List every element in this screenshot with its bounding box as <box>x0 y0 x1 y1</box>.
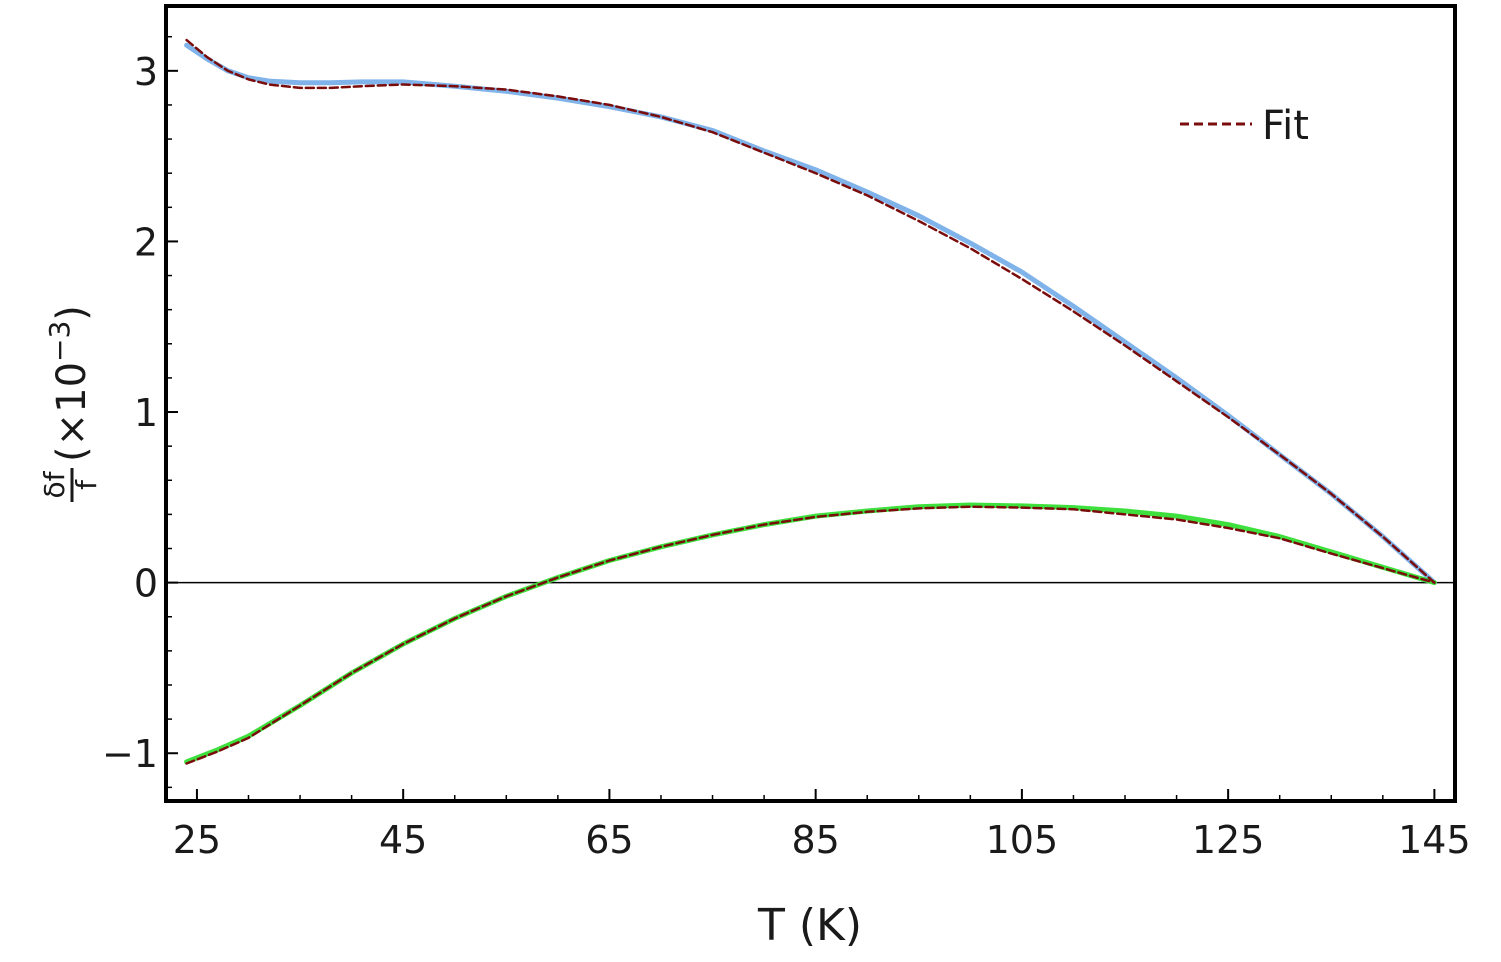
y-axis-unit-close: ) <box>49 305 95 321</box>
y-axis-unit: (×10−3) <box>43 305 95 462</box>
y-axis-title: δf f (×10−3) <box>38 305 103 502</box>
y-tick-label: −1 <box>102 732 158 776</box>
x-tick-label: 25 <box>173 818 221 862</box>
x-axis-title: T (K) <box>757 900 862 951</box>
legend: Fit <box>1180 103 1309 149</box>
series-layer <box>184 38 1437 765</box>
y-axis-fraction-denominator: f <box>70 479 103 490</box>
y-axis-fraction-numerator: δf <box>38 470 71 498</box>
y-axis-unit-prefix: (×10 <box>49 362 95 462</box>
series-line-1 <box>184 502 1437 765</box>
y-axis-unit-exponent: −3 <box>43 321 76 362</box>
series-line-3 <box>185 505 1436 765</box>
ticks-layer: 25 45 65 85 105 125 145 −1 0 1 2 3 <box>102 35 1471 862</box>
x-tick-label: 65 <box>585 818 633 862</box>
y-tick-label: 0 <box>134 562 158 606</box>
y-tick-label: 3 <box>134 50 158 94</box>
y-tick-label: 2 <box>134 220 158 264</box>
x-tick-label: 45 <box>379 818 427 862</box>
legend-fit-label: Fit <box>1262 103 1309 149</box>
series-line-2 <box>185 38 1436 584</box>
plot-frame <box>164 4 1457 803</box>
x-tick-label: 85 <box>791 818 839 862</box>
y-tick-label: 1 <box>134 391 158 435</box>
x-tick-label: 105 <box>986 818 1059 862</box>
x-tick-label: 125 <box>1192 818 1265 862</box>
series-line-0 <box>184 42 1437 586</box>
x-axis-title-text: T (K) <box>757 900 862 951</box>
x-tick-label: 145 <box>1398 818 1471 862</box>
